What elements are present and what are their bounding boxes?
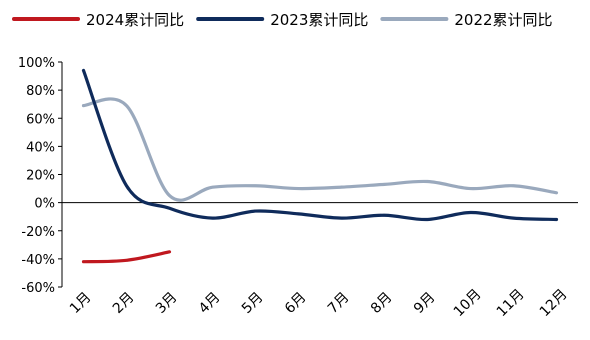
x-tick-label: 1月 [67,289,95,317]
data-point [168,207,171,210]
y-tick-label: 80% [26,84,55,99]
data-point [82,104,85,107]
legend-label: 2023累计同比 [270,11,368,29]
legend-label: 2024累计同比 [86,11,184,29]
series-line [81,68,559,222]
plot-area [81,68,559,264]
y-tick-label: 40% [26,140,55,155]
data-point [383,183,386,186]
data-point [340,217,343,219]
x-tick-label: 11月 [494,286,528,320]
x-tick-label: 4月 [196,289,224,317]
legend-label: 2022累计同比 [454,11,552,29]
data-point [426,218,429,221]
data-point [297,213,300,215]
y-tick-label: -20% [21,225,55,240]
data-point [340,186,343,188]
data-point [211,217,214,219]
data-point [125,259,128,262]
data-point [168,251,171,253]
y-tick-label: 0% [34,197,55,212]
data-point [512,184,515,187]
x-tick-label: 9月 [411,289,439,317]
x-tick-label: 5月 [239,289,267,317]
data-point [555,191,558,194]
data-point [254,210,257,212]
data-point [82,260,85,263]
data-point [254,184,257,187]
data-point [383,214,386,217]
y-tick-label: -40% [21,253,55,268]
data-point [168,194,171,197]
legend: 2024累计同比 2023累计同比 2022累计同比 [12,11,553,29]
data-point [469,211,472,214]
x-tick-label: 2月 [110,289,138,317]
data-point [426,180,429,183]
y-tick-label: 100% [18,56,55,71]
x-tick-label: 12月 [537,286,571,320]
data-point [125,184,128,187]
data-point [512,217,515,219]
x-tick-label: 6月 [282,289,310,317]
data-point [211,186,214,188]
data-point [297,187,300,190]
series-line [81,97,559,202]
x-tick-label: 3月 [153,289,181,317]
x-tick-label: 7月 [325,289,353,317]
data-point [469,187,472,190]
data-point [125,104,128,107]
x-tick-label: 8月 [368,289,396,317]
y-tick-label: 60% [26,112,55,127]
data-point [555,218,558,221]
y-tick-label: -60% [21,281,55,296]
x-tick-label: 10月 [451,286,485,320]
y-tick-label: 20% [26,169,55,184]
data-point [82,69,85,72]
